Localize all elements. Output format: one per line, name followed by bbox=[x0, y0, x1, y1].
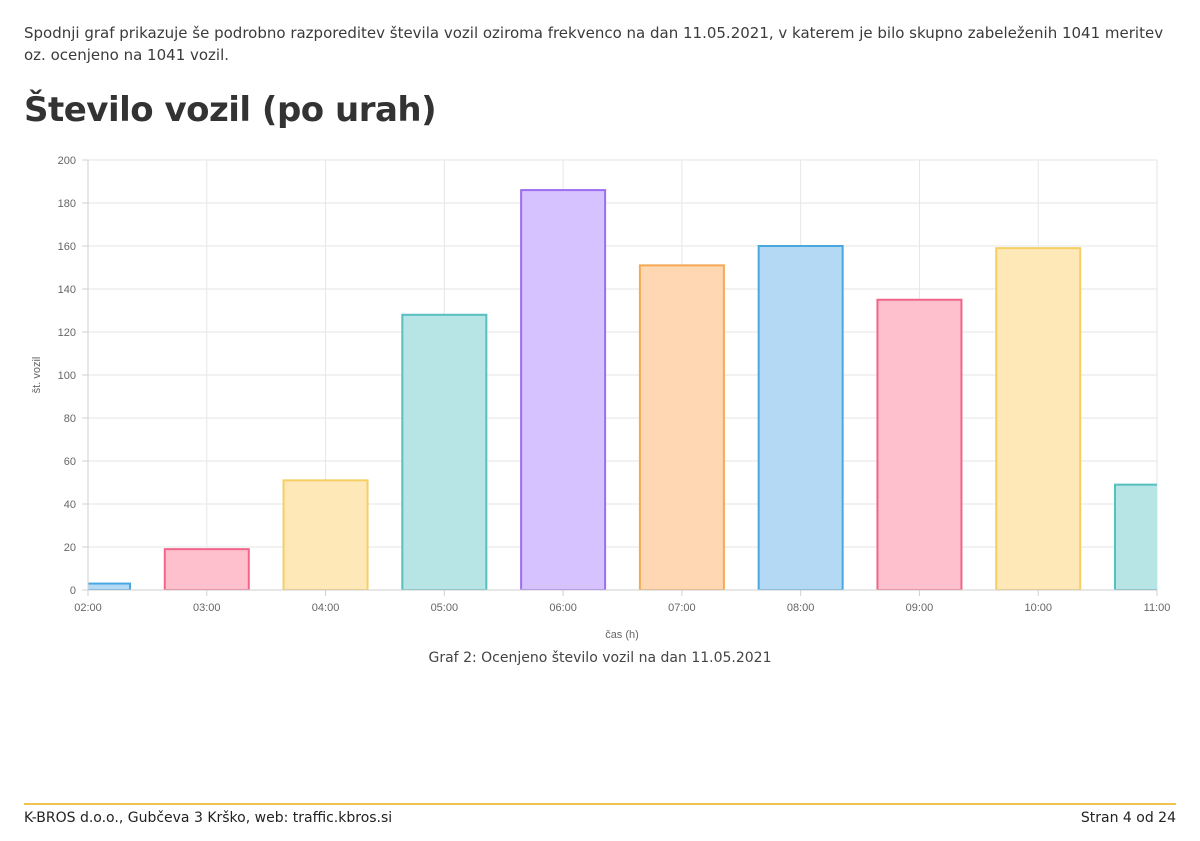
bar-0500 bbox=[401, 313, 488, 590]
bar-0200 bbox=[88, 582, 131, 590]
y-axis-label: št. vozil bbox=[31, 357, 43, 394]
page-title: Število vozil (po urah) bbox=[24, 90, 437, 130]
chart-svg: 0 20 40 60 80 100 120 140 160 180 200 02:00 03:00 04:… bbox=[31, 155, 1171, 641]
chart-axes: 0 20 40 60 80 100 120 140 160 180 200 02:00 03:00 04:… bbox=[58, 155, 1171, 614]
x-tick-label: 02:00 bbox=[74, 602, 102, 614]
bar-1100 bbox=[1114, 483, 1157, 590]
y-tick-label: 80 bbox=[64, 413, 76, 425]
x-tick-label: 04:00 bbox=[312, 602, 340, 614]
footer-divider bbox=[24, 803, 1176, 805]
x-tick-label: 09:00 bbox=[906, 602, 934, 614]
y-tick-label: 20 bbox=[64, 542, 76, 554]
y-tick-label: 140 bbox=[58, 284, 76, 296]
x-tick-label: 08:00 bbox=[787, 602, 815, 614]
intro-paragraph: Spodnji graf prikazuje še podrobno razpo… bbox=[24, 24, 1164, 64]
x-tick-label: 03:00 bbox=[193, 602, 221, 614]
bar-0600 bbox=[520, 189, 607, 590]
bar-0400 bbox=[282, 479, 369, 590]
y-tick-label: 180 bbox=[58, 198, 76, 210]
y-tick-label: 0 bbox=[70, 585, 76, 597]
bar-0800 bbox=[757, 245, 844, 590]
x-tick-label: 10:00 bbox=[1024, 602, 1052, 614]
x-axis-label: čas (h) bbox=[605, 629, 639, 641]
y-tick-label: 200 bbox=[58, 155, 76, 167]
bar-0700 bbox=[638, 264, 725, 590]
bar-1000 bbox=[995, 247, 1082, 590]
chart-caption: Graf 2: Ocenjeno število vozil na dan 11… bbox=[428, 650, 772, 666]
y-tick-label: 100 bbox=[58, 370, 76, 382]
x-tick-label: 11:00 bbox=[1144, 602, 1171, 614]
bar-0300 bbox=[163, 548, 250, 590]
vehicle-count-chart: 0 20 40 60 80 100 120 140 160 180 200 02:00 03:00 04:… bbox=[0, 148, 1200, 648]
y-tick-label: 160 bbox=[58, 241, 76, 253]
footer-page-number: Stran 4 od 24 bbox=[1080, 810, 1176, 826]
footer-company: K-BROS d.o.o., Gubčeva 3 Krško, web: tra… bbox=[24, 810, 393, 826]
chart-bars bbox=[88, 189, 1157, 590]
y-tick-label: 120 bbox=[58, 327, 76, 339]
y-tick-label: 60 bbox=[64, 456, 76, 468]
x-tick-label: 07:00 bbox=[668, 602, 696, 614]
y-tick-label: 40 bbox=[64, 499, 76, 511]
x-tick-label: 05:00 bbox=[431, 602, 459, 614]
x-tick-label: 06:00 bbox=[549, 602, 577, 614]
bar-0900 bbox=[876, 298, 963, 590]
